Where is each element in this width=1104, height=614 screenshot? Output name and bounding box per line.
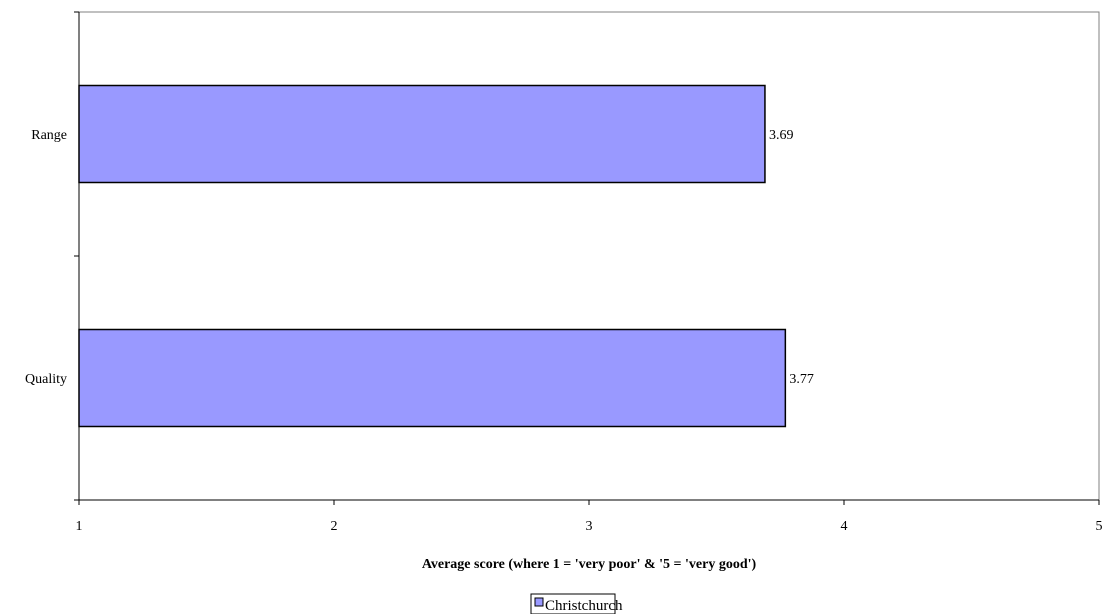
- x-tick-label: 5: [1096, 519, 1103, 534]
- x-tick-label: 2: [331, 519, 338, 534]
- legend: Christchurch: [530, 593, 623, 614]
- bar-quality: [78, 328, 787, 428]
- data-label: 3.77: [789, 372, 814, 387]
- x-axis-ticks: 1 2 3 4 5: [76, 500, 1103, 534]
- data-labels: 3.69 3.77: [769, 128, 814, 387]
- legend-swatch: [534, 597, 544, 607]
- x-tick-label: 3: [586, 519, 593, 534]
- bar-range: [78, 84, 766, 184]
- y-axis-ticks: [74, 11, 79, 501]
- legend-box: [530, 593, 616, 614]
- legend-label: Christchurch: [545, 598, 623, 614]
- category-label: Range: [31, 128, 67, 143]
- category-label: Quality: [25, 372, 67, 387]
- data-label: 3.69: [769, 128, 794, 143]
- bar-series: [78, 84, 787, 428]
- x-axis-title: Average score (where 1 = 'very poor' & '…: [422, 557, 757, 572]
- x-tick-label: 4: [841, 519, 848, 534]
- x-tick-label: 1: [76, 519, 83, 534]
- category-labels: Range Quality: [25, 128, 67, 387]
